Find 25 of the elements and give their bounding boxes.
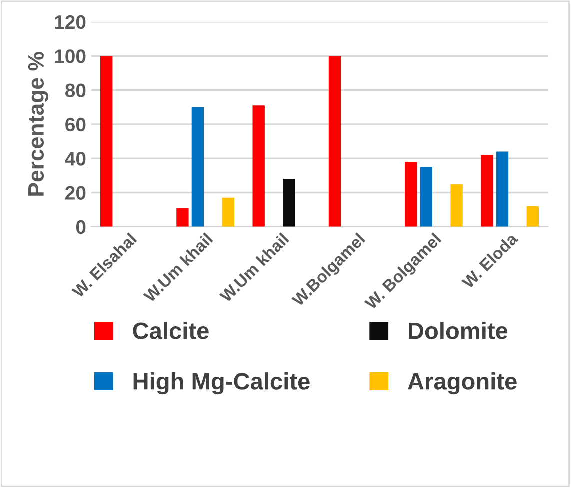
bar xyxy=(192,107,204,227)
y-tick-label: 0 xyxy=(76,220,86,234)
bar xyxy=(496,152,509,227)
legend-label: High Mg-Calcite xyxy=(134,372,310,395)
y-tick-label: 40 xyxy=(65,152,86,166)
legend-label: Dolomite xyxy=(409,322,508,340)
bar xyxy=(252,106,265,227)
y-tick-label: 20 xyxy=(66,186,86,200)
bar xyxy=(283,179,296,227)
y-axis-title: Percentage % xyxy=(28,52,49,196)
bar xyxy=(481,155,494,227)
bar xyxy=(450,184,463,227)
bar xyxy=(405,162,418,227)
legend-label: Calcite xyxy=(133,322,209,340)
y-tick-label: 120 xyxy=(55,15,86,30)
y-tick-label: 60 xyxy=(66,118,86,132)
bar xyxy=(526,206,540,227)
bar xyxy=(100,56,113,227)
legend-label: Aragonite xyxy=(408,372,517,395)
bar xyxy=(328,56,342,227)
y-tick-label: 80 xyxy=(65,84,86,98)
bar xyxy=(420,167,432,227)
y-tick-label: 100 xyxy=(55,50,86,64)
bar xyxy=(222,198,234,227)
bar xyxy=(176,208,189,227)
